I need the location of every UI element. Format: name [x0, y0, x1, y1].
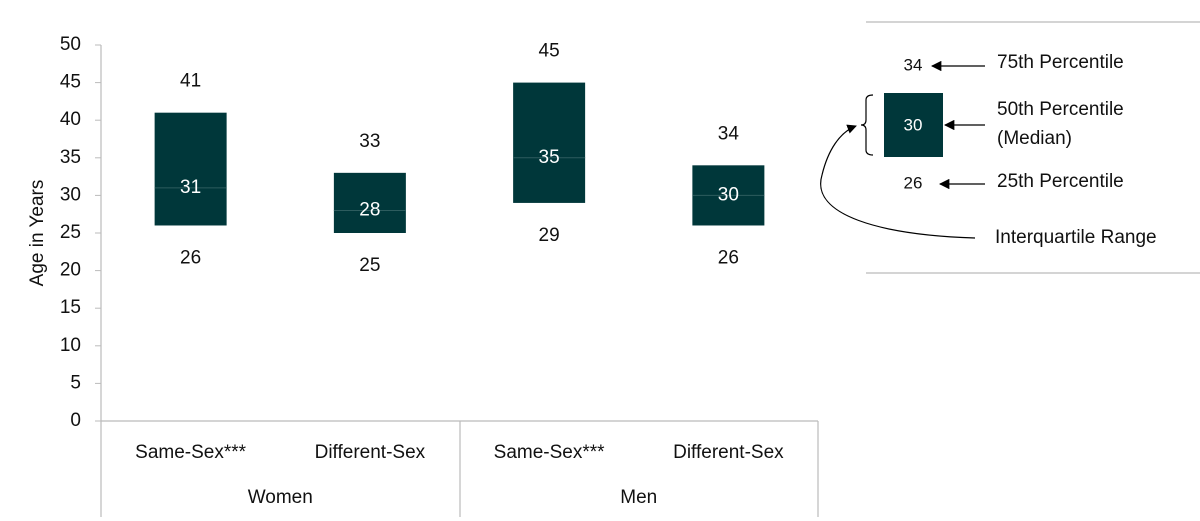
x-tick-label: Different-Sex [673, 442, 784, 463]
q3-label: 41 [180, 71, 201, 92]
y-tick-label: 25 [60, 222, 81, 243]
y-tick-label: 45 [60, 72, 81, 93]
iqr-box [513, 82, 586, 203]
y-axis-label: Age in Years [27, 180, 48, 287]
x-tick-label: Different-Sex [315, 442, 426, 463]
y-tick-label: 10 [60, 335, 81, 356]
iqr-box [154, 112, 227, 226]
iqr-box [333, 172, 406, 233]
q1-label: 25 [359, 255, 380, 276]
key-brace [860, 94, 874, 156]
q1-label: 26 [718, 247, 739, 268]
y-tick-label: 20 [60, 260, 81, 281]
y-tick-label: 40 [60, 109, 81, 130]
key-median-label: (Median) [997, 128, 1072, 149]
y-tick-label: 35 [60, 147, 81, 168]
y-tick-label: 0 [70, 410, 81, 431]
median-label: 35 [539, 147, 560, 168]
key-q3-label: 75th Percentile [997, 52, 1124, 73]
key-median-label: 50th Percentile [997, 99, 1124, 120]
y-tick-label: 15 [60, 297, 81, 318]
key-iqr-arrow [820, 124, 976, 239]
q3-label: 34 [718, 123, 740, 144]
x-tick-label: Same-Sex*** [135, 442, 246, 463]
y-tick-label: 50 [60, 34, 81, 55]
median-label: 30 [718, 184, 739, 205]
y-tick-label: 5 [70, 372, 81, 393]
key-q3: 34 [904, 55, 923, 74]
q1-label: 29 [539, 225, 560, 246]
key-median: 30 [904, 115, 923, 134]
group-label: Women [248, 487, 313, 508]
q1-label: 26 [180, 247, 201, 268]
key-box [884, 93, 943, 157]
group-label: Men [620, 487, 657, 508]
q3-label: 45 [539, 41, 560, 62]
key-q1-label: 25th Percentile [997, 171, 1124, 192]
key-q1: 26 [904, 173, 923, 192]
median-label: 28 [359, 199, 380, 220]
y-tick-label: 30 [60, 184, 81, 205]
x-tick-label: Same-Sex*** [494, 442, 605, 463]
key-iqr-label: Interquartile Range [995, 227, 1157, 248]
median-label: 31 [180, 177, 201, 198]
q3-label: 33 [359, 131, 380, 152]
